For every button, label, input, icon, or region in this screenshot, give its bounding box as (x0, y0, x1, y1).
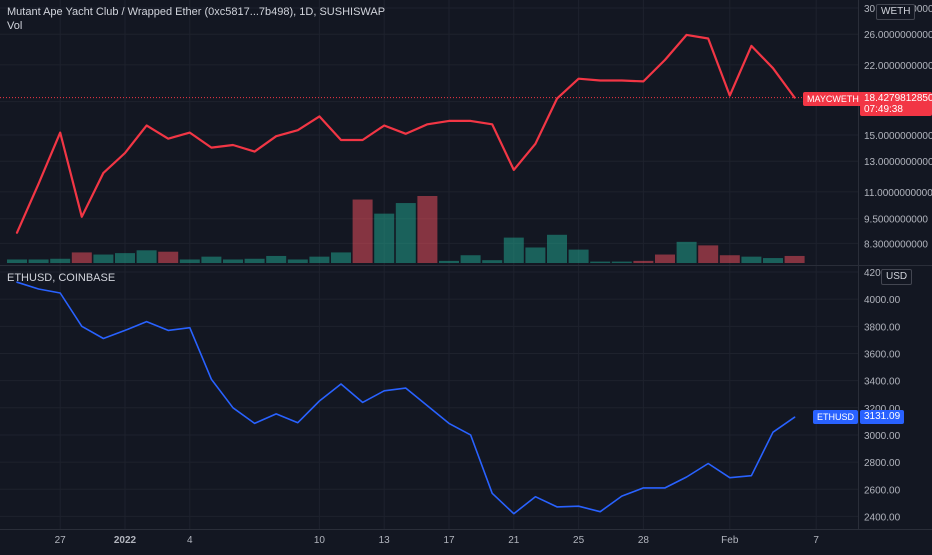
top-price-tick: 22.0000000000 (864, 61, 932, 72)
top-currency-badge[interactable]: WETH (876, 4, 916, 20)
maycweth-last-price: 18.4279812850 (864, 92, 932, 104)
volume-bar (676, 241, 697, 263)
ethusd-last-price-label: 3131.09 (860, 410, 905, 425)
top-price-tick: 15.0000000000 (864, 131, 932, 142)
bottom-price-tick: 4000.00 (864, 295, 901, 306)
top-price-tick: 8.3000000000 (864, 239, 928, 250)
volume-bar (266, 255, 287, 263)
volume-bar (244, 258, 265, 263)
time-axis[interactable]: 27 2022 4 10 13 17 21 25 28 Feb 7 (55, 535, 820, 546)
volume-bar (179, 259, 200, 263)
volume-bar (50, 258, 71, 263)
bottom-price-tick: 2600.00 (864, 485, 901, 496)
top-price-scale[interactable]: 30.000000000026.000000000022.00000000001… (864, 4, 932, 250)
bottom-price-tick: 3400.00 (864, 377, 901, 388)
bottom-price-tick: 3000.00 (864, 431, 901, 442)
volume-bar (223, 259, 243, 263)
volume-bar (439, 260, 459, 263)
bottom-price-tick: 2800.00 (864, 458, 901, 469)
ethusd-symbol-label: ETHUSD (813, 410, 859, 425)
maycweth-symbol-label: MAYCWETH (803, 91, 863, 106)
volume-bar (568, 249, 589, 263)
volume-bar (115, 253, 135, 263)
volume-bar (547, 234, 567, 263)
volume-bar (309, 256, 330, 263)
time-tick: 2022 (114, 535, 137, 546)
time-tick: 21 (508, 535, 520, 546)
volume-bar (201, 256, 222, 263)
volume-bar (331, 252, 351, 263)
top-price-tick: 26.0000000000 (864, 30, 932, 41)
time-tick: 28 (638, 535, 650, 546)
time-tick: 4 (187, 535, 193, 546)
volume-bar (763, 258, 783, 263)
volume-bar (158, 251, 179, 263)
bottom-price-tick: 3200.00 (864, 404, 901, 415)
time-tick: 17 (443, 535, 455, 546)
ethusd-price-line (16, 281, 796, 515)
volume-bar (698, 245, 719, 263)
volume-bar (28, 259, 49, 263)
volume-bar (525, 247, 546, 263)
volume-bar (719, 255, 740, 263)
bottom-price-tick: 3800.00 (864, 322, 901, 333)
volume-bar (395, 203, 416, 263)
maycweth-last-price-label: 18.4279812850 07:49:38 (860, 91, 932, 116)
volume-bar (374, 213, 395, 263)
volume-bar (633, 260, 654, 263)
bottom-currency-badge[interactable]: USD (881, 269, 913, 285)
volume-bar (655, 254, 675, 263)
volume-bar (287, 259, 308, 263)
bottom-price-tick: 2400.00 (864, 512, 901, 523)
grid (0, 0, 858, 529)
bottom-price-tick: 4200 (864, 268, 887, 279)
volume-bar (7, 259, 27, 263)
maycweth-price-line (15, 33, 796, 234)
time-tick: 10 (314, 535, 326, 546)
volume-bar (417, 196, 438, 263)
time-tick: 27 (55, 535, 67, 546)
volume-bar (741, 256, 762, 263)
time-tick: 25 (573, 535, 585, 546)
top-price-tick: 13.0000000000 (864, 157, 932, 168)
time-tick: 13 (379, 535, 391, 546)
volume-bar (611, 261, 632, 263)
volume-bar (93, 254, 114, 263)
top-legend: Mutant Ape Yacht Club / Wrapped Ether (0… (7, 5, 385, 33)
volume-bars (7, 196, 805, 263)
volume-bar (352, 199, 373, 263)
volume-bar (71, 252, 92, 263)
time-tick: Feb (721, 535, 739, 546)
volume-bar (136, 250, 157, 263)
volume-bar (784, 255, 805, 263)
bottom-price-tick: 3600.00 (864, 349, 901, 360)
volume-bar (482, 260, 503, 263)
bottom-price-scale[interactable]: 4200 4000.00 3800.00 3600.00 3400.00 3200.00 3… (864, 268, 901, 523)
volume-bar (460, 255, 481, 263)
top-price-tick: 9.5000000000 (864, 215, 928, 226)
top-price-tick: 11.0000000000 (864, 188, 932, 199)
bar-countdown: 07:49:38 (864, 103, 903, 115)
volume-label: Vol (7, 20, 23, 32)
volume-bar (503, 237, 524, 263)
volume-bar (590, 261, 611, 263)
top-pane-title: Mutant Ape Yacht Club / Wrapped Ether (0… (7, 6, 386, 18)
bottom-pane-title: ETHUSD, COINBASE (7, 272, 116, 284)
time-tick: 7 (813, 535, 819, 546)
